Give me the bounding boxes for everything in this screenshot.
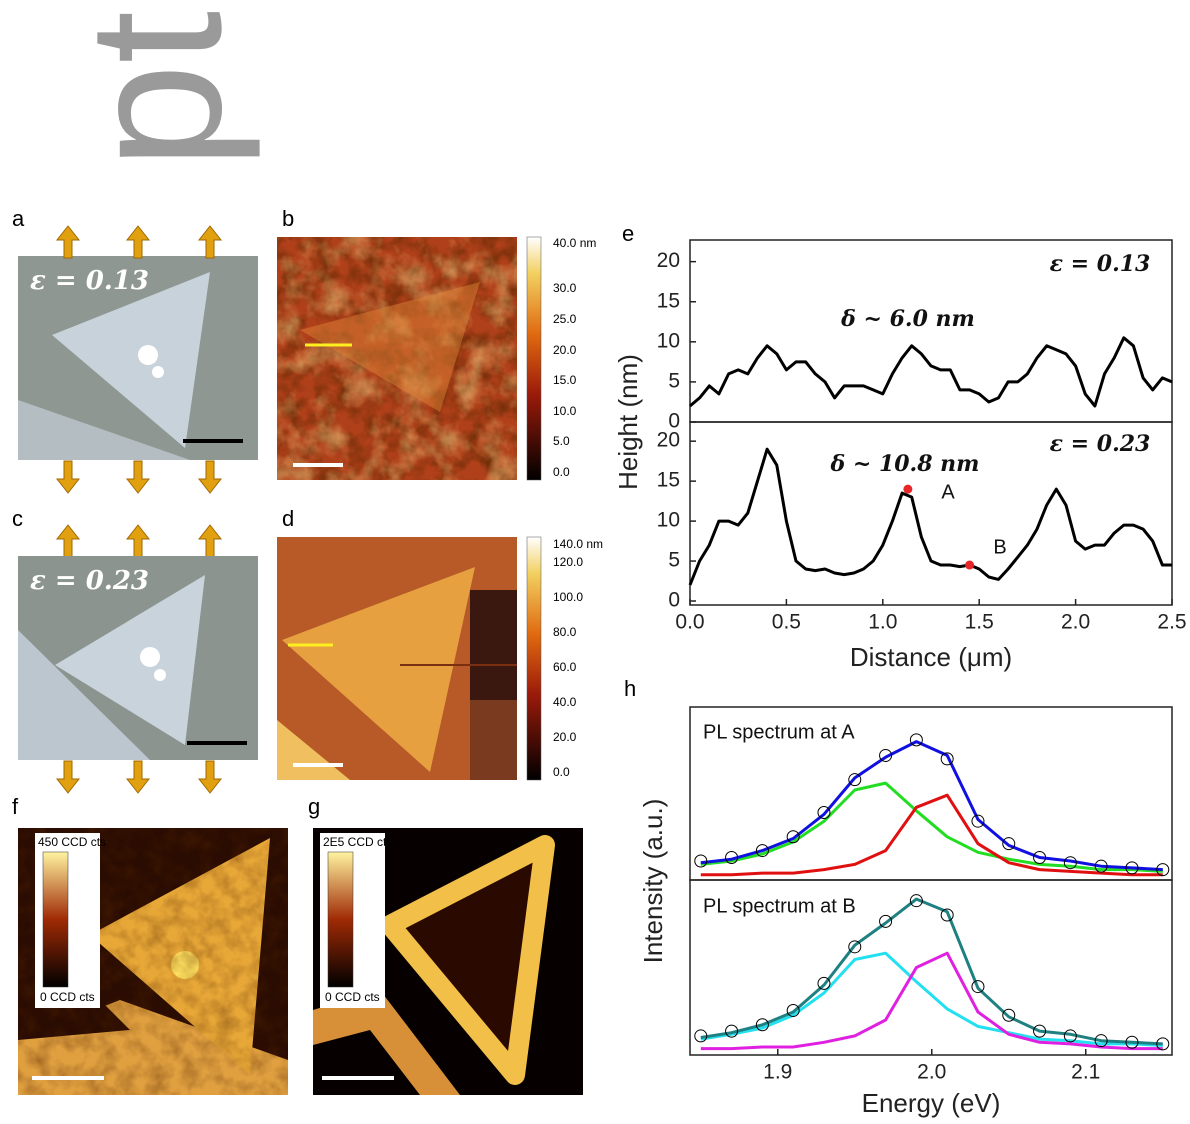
- afm-image: [277, 237, 541, 480]
- optical-image: ε = 0.13: [18, 256, 258, 460]
- panel-label: h: [624, 676, 636, 701]
- panel-label: e: [622, 221, 634, 246]
- annotation: ε = 0.23: [1050, 431, 1151, 457]
- colorbar-label: 60.0: [553, 660, 577, 674]
- panel-label: g: [308, 794, 320, 819]
- annotation: A: [941, 481, 955, 503]
- x-tick-label: 1.9: [763, 1061, 792, 1084]
- colorbar-label: 5.0: [553, 434, 570, 448]
- marker-point: [903, 485, 912, 494]
- colorbar-label: 10.0: [553, 404, 577, 418]
- y-tick-label: 5: [668, 549, 680, 572]
- data-point: [910, 734, 922, 746]
- panel-label: c: [12, 506, 23, 531]
- colorbar-label: 40.0 nm: [553, 236, 596, 250]
- panel-label: b: [282, 206, 294, 231]
- colorbar-label: 40.0: [553, 695, 577, 709]
- colorbar-label: 15.0: [553, 373, 577, 387]
- panel-label: f: [12, 794, 19, 819]
- y-axis-label: Height (nm): [613, 354, 643, 490]
- y-tick-label: 20: [657, 429, 680, 452]
- panel-label: a: [12, 206, 25, 231]
- annotation: PL spectrum at B: [703, 895, 856, 917]
- line: [701, 899, 1163, 1044]
- annotation: B: [993, 536, 1006, 558]
- y-tick-label: 15: [657, 289, 680, 312]
- colorbar-label: 450 CCD cts: [38, 835, 106, 849]
- strain-label: ε = 0.13: [30, 266, 149, 296]
- pl-map: 450 CCD cts 0 CCD cts: [18, 828, 288, 1095]
- watermark: pt: [49, 11, 261, 169]
- line: [701, 795, 1163, 875]
- colorbar-label: 80.0: [553, 625, 577, 639]
- strain-label: ε = 0.23: [30, 566, 149, 596]
- x-tick-label: 2.1: [1071, 1061, 1100, 1084]
- x-tick-label: 1.0: [868, 611, 897, 634]
- colorbar-label: 30.0: [553, 281, 577, 295]
- line: [701, 783, 1163, 871]
- marker-point: [965, 561, 974, 570]
- colorbar-label: 20.0: [553, 730, 577, 744]
- x-tick-label: 2.0: [917, 1061, 946, 1084]
- annotation: δ ~ 6.0 nm: [840, 306, 975, 332]
- x-axis-label: Energy (eV): [862, 1088, 1001, 1118]
- afm-image: [277, 537, 541, 780]
- annotation: ε = 0.13: [1050, 251, 1151, 277]
- panel-label: d: [282, 506, 294, 531]
- y-tick-label: 0: [668, 589, 680, 612]
- colorbar-label: 140.0 nm: [553, 537, 603, 551]
- x-tick-label: 0.5: [772, 611, 801, 634]
- x-tick-label: 1.5: [965, 611, 994, 634]
- pl-map: 2E5 CCD cts 0 CCD cts: [313, 828, 583, 1095]
- y-tick-label: 5: [668, 369, 680, 392]
- colorbar-label: 0 CCD cts: [40, 990, 95, 1004]
- annotation: δ ~ 10.8 nm: [830, 451, 980, 477]
- x-tick-label: 2.0: [1061, 611, 1090, 634]
- x-tick-label: 2.5: [1157, 611, 1186, 634]
- colorbar-label: 120.0: [553, 555, 583, 569]
- line: [690, 338, 1172, 406]
- line: [701, 953, 1163, 1045]
- colorbar-label: 0 CCD cts: [325, 990, 380, 1004]
- colorbar-label: 100.0: [553, 590, 583, 604]
- colorbar-label: 0.0: [553, 465, 570, 479]
- x-axis-label: Distance (μm): [850, 642, 1012, 672]
- y-tick-label: 15: [657, 469, 680, 492]
- x-tick-label: 0.0: [675, 611, 704, 634]
- figure: pt a b c d e f g h ε = 0.13 ε = 0.23 450…: [0, 0, 1190, 1124]
- colorbar-label: 2E5 CCD cts: [323, 835, 392, 849]
- line: [701, 953, 1163, 1048]
- colorbar-label: 25.0: [553, 312, 577, 326]
- optical-image: ε = 0.23: [18, 556, 258, 760]
- y-tick-label: 10: [657, 509, 680, 532]
- colorbar-label: 20.0: [553, 343, 577, 357]
- y-axis-label: Intensity (a.u.): [638, 799, 668, 964]
- y-tick-label: 20: [657, 249, 680, 272]
- colorbar-label: 0.0: [553, 765, 570, 779]
- annotation: PL spectrum at A: [703, 721, 855, 743]
- y-tick-label: 10: [657, 329, 680, 352]
